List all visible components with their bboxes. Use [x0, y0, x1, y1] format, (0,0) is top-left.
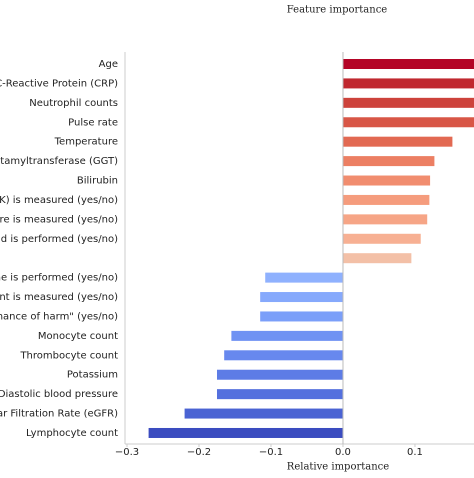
x-tick-label: 0.0	[335, 447, 351, 458]
y-tick-label: Neutrophil counts	[29, 98, 118, 109]
y-tick-label: Pulse rate	[68, 117, 118, 128]
x-tick-label: −0.2	[187, 447, 211, 458]
y-tick-label: ne is performed (yes/no)	[0, 273, 118, 284]
bar	[342, 253, 412, 264]
bar	[342, 233, 421, 244]
y-tick-label: chance of harm" (yes/no)	[0, 311, 118, 322]
y-tick-label: nd is performed (yes/no)	[0, 234, 118, 245]
y-tick-label: ar Filtration Rate (eGFR)	[0, 409, 118, 420]
y-tick-label: Age	[99, 59, 118, 70]
bar	[342, 156, 435, 167]
y-tick-label: Thrombocyte count	[19, 350, 118, 361]
bar	[231, 330, 343, 341]
bar	[342, 175, 431, 186]
bar	[342, 97, 474, 108]
y-tick-label: utamyltransferase (GGT)	[0, 156, 118, 167]
y-tick-label: Bilirubin	[77, 176, 118, 187]
bar	[342, 136, 453, 147]
y-tick-label: Temperature	[54, 137, 118, 148]
y-tick-label: ure is measured (yes/no)	[0, 214, 118, 225]
bar	[148, 427, 343, 438]
x-tick-label: −0.1	[259, 447, 283, 458]
y-tick-label: unt is measured (yes/no)	[0, 292, 118, 303]
bar	[342, 214, 428, 225]
bar	[342, 78, 474, 89]
bar	[265, 272, 343, 283]
x-axis-label: Relative importance	[287, 462, 389, 473]
plot-area	[148, 59, 474, 438]
bar	[342, 117, 474, 128]
chart-title: Feature importance	[287, 5, 388, 16]
bar	[260, 292, 343, 303]
x-tick-label: 0.1	[407, 447, 423, 458]
bar	[342, 59, 474, 69]
y-tick-label: CK) is measured (yes/no)	[0, 195, 118, 206]
bar	[184, 408, 343, 419]
y-tick-label: Potassium	[67, 370, 118, 381]
bar	[224, 350, 343, 361]
x-tick-label: −0.3	[115, 447, 139, 458]
y-tick-label: Monocyte count	[38, 331, 118, 342]
bar	[216, 369, 343, 380]
y-tick-label: Lymphocyte count	[26, 428, 118, 439]
bar	[216, 389, 343, 400]
y-tick-label: C-Reactive Protein (CRP)	[0, 78, 118, 89]
y-tick-label: Diastolic blood pressure	[0, 389, 118, 400]
bar	[342, 194, 430, 205]
bar	[260, 311, 343, 322]
